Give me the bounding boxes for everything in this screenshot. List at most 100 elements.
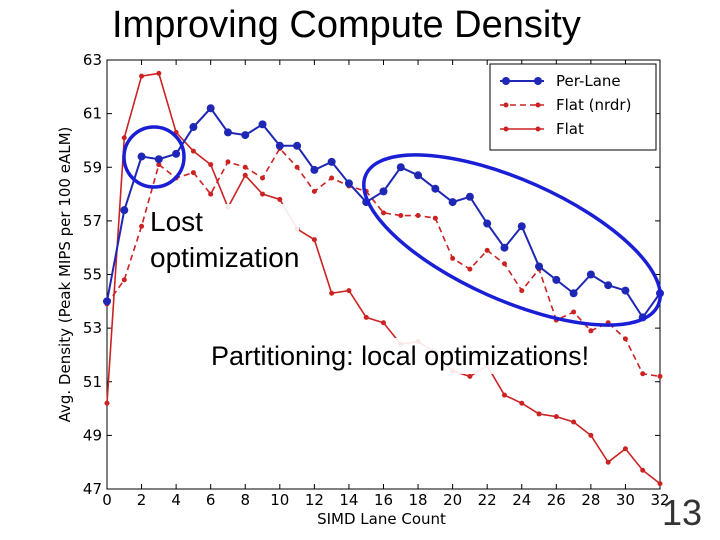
x-tick-label: 16 [374, 491, 393, 509]
data-point-flat-nrdr [640, 371, 646, 377]
y-tick-label: 61 [83, 105, 102, 123]
data-point-per-lane [535, 262, 544, 271]
page-number: 13 [662, 492, 703, 533]
x-tick-label: 10 [270, 491, 289, 509]
data-point-per-lane [310, 165, 319, 174]
highlight-layer [122, 125, 662, 327]
legend-marker-flat [535, 126, 541, 132]
data-point-per-lane [483, 219, 492, 228]
x-tick-label: 12 [305, 491, 324, 509]
legend-box [489, 63, 657, 151]
data-point-per-lane [586, 270, 595, 279]
data-point-per-lane [172, 149, 181, 158]
data-point-per-lane [604, 281, 613, 290]
data-point-flat [190, 148, 196, 154]
data-point-flat-nrdr [294, 164, 300, 170]
legend-marker-flat-nrdr [535, 102, 541, 108]
x-tick-label: 20 [443, 491, 462, 509]
legend-marker-flat [503, 126, 509, 132]
annotation-line-1: Lost [150, 206, 203, 237]
data-point-flat [346, 288, 352, 294]
y-tick-label: 63 [83, 51, 102, 69]
lost-optimization-annotation: Lost optimization [150, 204, 300, 276]
y-tick-label: 59 [83, 158, 102, 176]
data-point-flat [519, 400, 525, 406]
x-tick-label: 24 [512, 491, 531, 509]
data-point-per-lane [448, 198, 457, 207]
y-tick-label: 51 [83, 373, 102, 391]
legend-marker-per-lane [502, 77, 510, 85]
data-point-flat [381, 320, 386, 326]
x-tick-label: 26 [547, 491, 566, 509]
data-point-flat-nrdr [398, 213, 404, 219]
data-point-per-lane [500, 243, 509, 252]
data-point-per-lane [431, 184, 440, 193]
data-point-flat-nrdr [156, 162, 162, 168]
data-point-flat [208, 162, 214, 168]
data-point-per-lane [327, 157, 336, 166]
data-point-flat-nrdr [121, 277, 127, 283]
data-point-flat [121, 135, 127, 141]
data-point-per-lane [344, 179, 353, 188]
data-point-flat [104, 400, 110, 406]
data-point-flat [329, 290, 335, 296]
axes-text: 0 2 4 6 8 10 12 14 16 18 20 22 24 26 28 30 3247495153555… [56, 51, 670, 528]
data-point-flat [605, 459, 611, 465]
data-point-per-lane [206, 104, 215, 113]
y-tick-label: 53 [83, 319, 102, 337]
data-point-flat-nrdr [190, 170, 196, 176]
data-point-per-lane [379, 187, 388, 196]
legend-label-flat: Flat [556, 120, 584, 138]
slide-title: Improving Compute Density [112, 4, 581, 46]
data-point-flat [363, 314, 369, 320]
x-tick-label: 18 [409, 491, 428, 509]
data-point-per-lane [103, 297, 111, 306]
data-point-flat [311, 237, 317, 243]
legend-label-flat-nrdr: Flat (nrdr) [556, 96, 631, 114]
x-tick-label: 32 [650, 491, 669, 509]
annotation-line-2: optimization [150, 242, 300, 273]
data-point-flat [156, 70, 162, 76]
x-tick-label: 14 [339, 491, 358, 509]
x-tick-label: 6 [206, 491, 216, 509]
data-point-flat-nrdr [260, 175, 266, 181]
data-point-flat [553, 414, 559, 420]
data-point-per-lane [241, 131, 250, 140]
data-point-flat-nrdr [242, 164, 248, 170]
lost-optimization-circle [122, 125, 186, 189]
y-tick-label: 49 [83, 426, 102, 444]
data-point-per-lane [552, 275, 561, 284]
data-point-per-lane [154, 155, 163, 164]
legend-marker-flat-nrdr [503, 102, 509, 108]
x-tick-label: 30 [616, 491, 635, 509]
data-point-per-lane [275, 141, 284, 150]
y-tick-label: 47 [83, 480, 102, 498]
data-point-flat [657, 481, 663, 487]
data-point-flat-nrdr [311, 188, 317, 194]
data-point-flat [640, 467, 646, 473]
data-point-per-lane [120, 206, 129, 215]
data-point-flat [588, 432, 594, 438]
x-tick-label: 28 [581, 491, 600, 509]
series-layer [103, 70, 664, 487]
x-tick-label: 2 [137, 491, 147, 509]
data-point-flat-nrdr [415, 213, 421, 219]
data-point-flat [622, 446, 628, 452]
data-point-flat-nrdr [657, 373, 663, 379]
data-point-per-lane [189, 123, 198, 132]
data-point-flat-nrdr [432, 215, 438, 221]
data-point-flat-nrdr [622, 336, 628, 342]
y-tick-label: 57 [83, 212, 102, 230]
data-point-per-lane [465, 192, 474, 201]
data-point-flat [536, 411, 542, 417]
data-point-flat [242, 172, 248, 178]
partitioning-annotation: Partitioning: local optimizations! [211, 338, 590, 374]
data-point-flat [467, 373, 473, 379]
x-tick-label: 22 [478, 491, 497, 509]
x-axis-label: SIMD Lane Count [317, 510, 446, 528]
data-point-per-lane [621, 286, 630, 295]
data-point-flat-nrdr [588, 328, 594, 334]
data-point-per-lane [223, 128, 232, 137]
data-point-flat-nrdr [571, 309, 577, 315]
